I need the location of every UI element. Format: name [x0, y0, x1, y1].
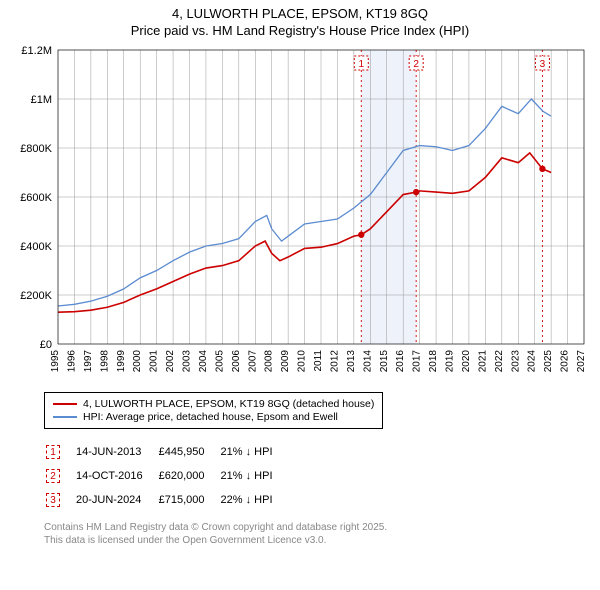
- svg-text:2010: 2010: [297, 350, 308, 373]
- event-date: 14-JUN-2013: [76, 441, 157, 463]
- svg-text:2021: 2021: [477, 350, 488, 373]
- svg-text:2001: 2001: [149, 350, 160, 373]
- svg-text:£0: £0: [40, 339, 52, 351]
- svg-text:2018: 2018: [428, 350, 439, 373]
- credits-line: Contains HM Land Registry data © Crown c…: [44, 521, 590, 534]
- svg-text:2025: 2025: [543, 350, 554, 373]
- svg-text:2011: 2011: [313, 350, 324, 372]
- event-price: £715,000: [159, 489, 219, 511]
- event-delta: 21% ↓ HPI: [221, 465, 287, 487]
- svg-text:1995: 1995: [50, 350, 61, 373]
- events-table: 1 14-JUN-2013 £445,950 21% ↓ HPI 2 14-OC…: [44, 439, 289, 513]
- svg-text:3: 3: [540, 59, 546, 70]
- event-price: £620,000: [159, 465, 219, 487]
- legend-label: HPI: Average price, detached house, Epso…: [83, 411, 338, 423]
- svg-text:2005: 2005: [214, 350, 225, 373]
- event-date: 14-OCT-2016: [76, 465, 157, 487]
- svg-text:1997: 1997: [83, 350, 94, 373]
- svg-text:2015: 2015: [379, 350, 390, 373]
- svg-text:1: 1: [358, 59, 364, 70]
- event-delta: 21% ↓ HPI: [221, 441, 287, 463]
- svg-text:2: 2: [413, 59, 419, 70]
- event-marker-icon: 1: [46, 445, 60, 459]
- event-price: £445,950: [159, 441, 219, 463]
- chart-subtitle: Price paid vs. HM Land Registry's House …: [10, 23, 590, 38]
- credits: Contains HM Land Registry data © Crown c…: [44, 521, 590, 547]
- svg-text:2012: 2012: [329, 350, 340, 373]
- svg-text:£600K: £600K: [20, 192, 52, 204]
- svg-text:2014: 2014: [362, 350, 373, 373]
- legend: 4, LULWORTH PLACE, EPSOM, KT19 8GQ (deta…: [44, 392, 383, 429]
- line-chart-svg: £0 £200K £400K £600K £800K £1M £1.2M 1995 1996 19…: [10, 44, 590, 384]
- svg-text:2003: 2003: [182, 350, 193, 373]
- chart-plot: £0 £200K £400K £600K £800K £1M £1.2M 1995 1996 19…: [10, 44, 590, 384]
- legend-item: HPI: Average price, detached house, Epso…: [53, 411, 374, 423]
- svg-text:2016: 2016: [395, 350, 406, 373]
- svg-text:2002: 2002: [165, 350, 176, 373]
- table-row: 1 14-JUN-2013 £445,950 21% ↓ HPI: [46, 441, 287, 463]
- event-delta: 22% ↓ HPI: [221, 489, 287, 511]
- svg-text:2022: 2022: [494, 350, 505, 373]
- table-row: 2 14-OCT-2016 £620,000 21% ↓ HPI: [46, 465, 287, 487]
- svg-text:£1M: £1M: [31, 94, 52, 106]
- event-marker-icon: 3: [46, 493, 60, 507]
- chart-title: 4, LULWORTH PLACE, EPSOM, KT19 8GQ: [10, 6, 590, 21]
- credits-line: This data is licensed under the Open Gov…: [44, 534, 590, 547]
- svg-text:£1.2M: £1.2M: [21, 45, 52, 57]
- event-date: 20-JUN-2024: [76, 489, 157, 511]
- svg-text:£200K: £200K: [20, 290, 52, 302]
- svg-text:2006: 2006: [231, 350, 242, 373]
- legend-item: 4, LULWORTH PLACE, EPSOM, KT19 8GQ (deta…: [53, 398, 374, 410]
- svg-text:£400K: £400K: [20, 241, 52, 253]
- legend-label: 4, LULWORTH PLACE, EPSOM, KT19 8GQ (deta…: [83, 398, 374, 410]
- chart-container: 4, LULWORTH PLACE, EPSOM, KT19 8GQ Price…: [0, 0, 600, 551]
- svg-text:2020: 2020: [461, 350, 472, 373]
- svg-text:2013: 2013: [346, 350, 357, 373]
- svg-text:2024: 2024: [527, 350, 538, 373]
- svg-text:1996: 1996: [66, 350, 77, 373]
- svg-text:1998: 1998: [99, 350, 110, 373]
- table-row: 3 20-JUN-2024 £715,000 22% ↓ HPI: [46, 489, 287, 511]
- svg-text:2008: 2008: [264, 350, 275, 373]
- svg-text:2017: 2017: [412, 350, 423, 373]
- svg-text:2027: 2027: [576, 350, 587, 373]
- svg-text:2023: 2023: [510, 350, 521, 373]
- svg-text:£800K: £800K: [20, 143, 52, 155]
- svg-text:2009: 2009: [280, 350, 291, 373]
- event-marker-icon: 2: [46, 469, 60, 483]
- svg-text:2026: 2026: [560, 350, 571, 373]
- legend-swatch: [53, 403, 77, 405]
- legend-swatch: [53, 416, 77, 418]
- svg-text:2000: 2000: [132, 350, 143, 373]
- svg-text:1999: 1999: [116, 350, 127, 373]
- svg-text:2019: 2019: [445, 350, 456, 373]
- svg-text:2007: 2007: [247, 350, 258, 373]
- svg-text:2004: 2004: [198, 350, 209, 373]
